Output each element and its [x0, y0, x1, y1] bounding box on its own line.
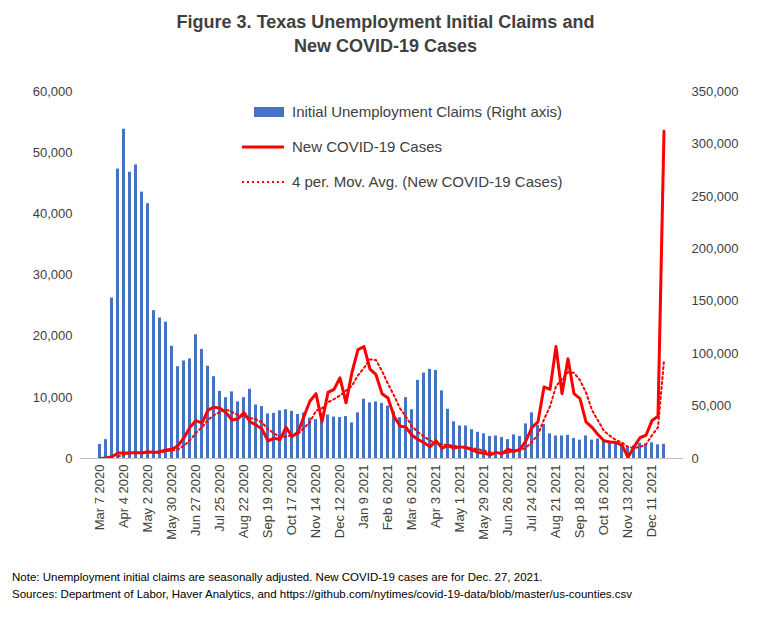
svg-text:Dec 11 2021: Dec 11 2021 [644, 465, 659, 538]
svg-text:20,000: 20,000 [33, 328, 73, 343]
svg-text:150,000: 150,000 [692, 293, 739, 308]
svg-text:Aug 21 2021: Aug 21 2021 [548, 465, 563, 539]
svg-text:Mar 7 2020: Mar 7 2020 [92, 465, 107, 531]
svg-text:Sep 18 2021: Sep 18 2021 [572, 465, 587, 539]
svg-text:250,000: 250,000 [692, 189, 739, 204]
svg-text:May 1 2021: May 1 2021 [452, 465, 467, 533]
svg-text:Oct 16 2021: Oct 16 2021 [596, 465, 611, 536]
svg-text:Jul 25 2020: Jul 25 2020 [212, 465, 227, 532]
svg-text:200,000: 200,000 [692, 241, 739, 256]
svg-text:Feb 6 2021: Feb 6 2021 [380, 465, 395, 531]
svg-text:350,000: 350,000 [692, 84, 739, 99]
svg-text:50,000: 50,000 [692, 398, 732, 413]
html-text:Figure 3. Texas Unemployment I: Figure 3. Texas Unemployment Initial Cla… [176, 12, 595, 56]
svg-text:50,000: 50,000 [33, 145, 73, 160]
svg-text:May 2 2020: May 2 2020 [140, 465, 155, 533]
svg-text:Jun 27 2020: Jun 27 2020 [188, 465, 203, 537]
html-text:Note: Unemployment initial cla: Note: Unemployment initial claims are se… [12, 571, 543, 583]
svg-text:Apr 3 2021: Apr 3 2021 [428, 465, 443, 529]
svg-text:Jan 9 2021: Jan 9 2021 [356, 465, 371, 529]
svg-text:May 29 2021: May 29 2021 [476, 465, 491, 540]
svg-text:Apr 4 2020: Apr 4 2020 [116, 465, 131, 529]
svg-text:0: 0 [65, 451, 72, 466]
svg-text:Nov 13 2021: Nov 13 2021 [620, 465, 635, 539]
svg-text:60,000: 60,000 [33, 84, 73, 99]
svg-text:Jun 26 2021: Jun 26 2021 [500, 465, 515, 537]
html-text:Initial Unemployment Claims (R: Initial Unemployment Claims (Right axis) [292, 103, 563, 120]
svg-text:Nov 14 2020: Nov 14 2020 [308, 465, 323, 539]
html-text:4 per. Mov. Avg. (New COVID-19: 4 per. Mov. Avg. (New COVID-19 Cases) [292, 173, 563, 190]
svg-text:Oct 17 2020: Oct 17 2020 [284, 465, 299, 536]
html-text:Sources: Department of Labor,: Sources: Department of Labor, Haver Anal… [12, 588, 632, 600]
svg-text:30,000: 30,000 [33, 267, 73, 282]
svg-text:300,000: 300,000 [692, 136, 739, 151]
svg-text:Aug 22 2020: Aug 22 2020 [236, 465, 251, 539]
svg-text:0: 0 [692, 451, 699, 466]
svg-text:Sep 19 2020: Sep 19 2020 [260, 465, 275, 539]
svg-text:100,000: 100,000 [692, 346, 739, 361]
svg-text:10,000: 10,000 [33, 389, 73, 404]
html-text:New COVID-19 Cases: New COVID-19 Cases [292, 138, 442, 155]
svg-text:Dec 12 2020: Dec 12 2020 [332, 465, 347, 539]
svg-text:May 30 2020: May 30 2020 [164, 465, 179, 540]
svg-text:Mar 6 2021: Mar 6 2021 [404, 465, 419, 531]
svg-text:Jul 24 2021: Jul 24 2021 [524, 465, 539, 532]
svg-text:40,000: 40,000 [33, 206, 73, 221]
